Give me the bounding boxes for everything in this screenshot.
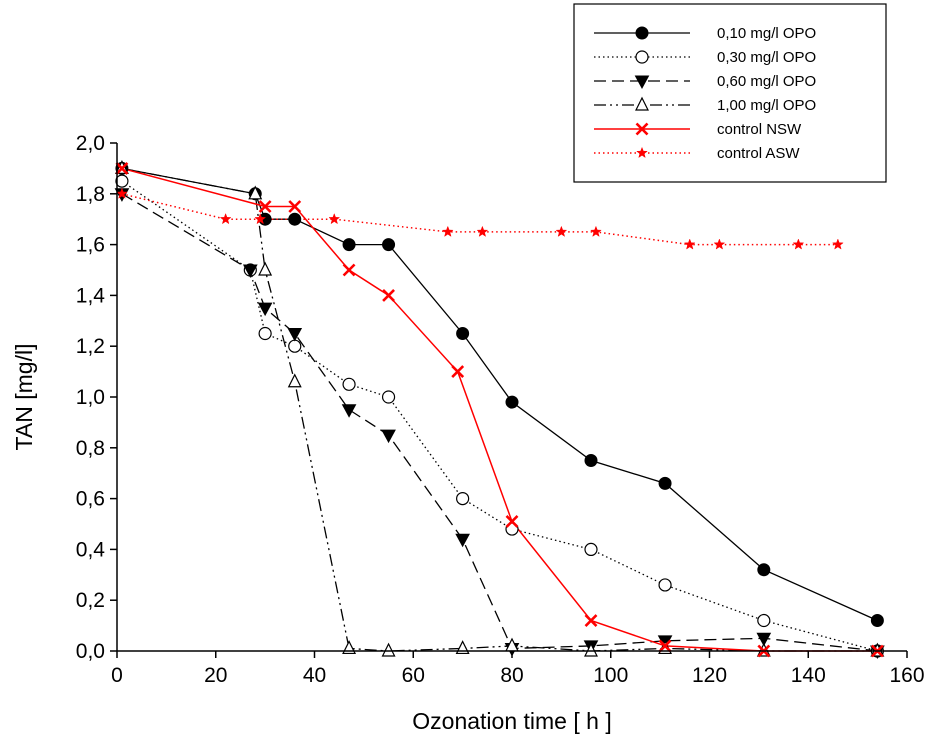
legend-marker: [634, 75, 650, 90]
data-point-series-1: [584, 454, 598, 467]
data-point-series-1: [382, 238, 396, 252]
y-tick-label: 0,8: [76, 437, 105, 460]
data-point-series-1: [456, 327, 470, 340]
data-point-series-2: [584, 542, 598, 557]
data-point-series-2: [456, 492, 470, 506]
data-point-series-5: [658, 639, 672, 653]
data-point-series-1: [658, 476, 672, 490]
data-point-series-5: [382, 288, 395, 302]
y-tick-label: 0,6: [76, 488, 105, 511]
x-tick-label: 100: [593, 664, 628, 687]
x-tick-label: 120: [692, 664, 727, 687]
series-line-5: [121, 167, 878, 652]
legend-label: 0,60 mg/l OPO: [717, 73, 816, 90]
data-point-series-6: [555, 225, 568, 237]
data-point-series-2: [115, 174, 129, 188]
y-tick-label: 2,0: [76, 132, 105, 155]
y-tick-label: 0,0: [76, 640, 105, 663]
legend-label: control NSW: [717, 121, 802, 138]
legend-label: control ASW: [717, 145, 800, 162]
data-point-series-6: [441, 225, 454, 237]
data-point-series-3: [381, 429, 396, 444]
x-tick-label: 40: [303, 664, 326, 687]
data-point-series-5: [342, 263, 356, 277]
legend-marker: [636, 146, 648, 159]
x-tick-label: 60: [402, 664, 425, 687]
series-line-2: [121, 180, 878, 652]
data-point-series-6: [831, 238, 844, 250]
data-point-series-6: [476, 225, 489, 237]
legend-marker: [635, 50, 649, 64]
data-point-series-3: [242, 264, 258, 279]
data-point-series-2: [258, 326, 272, 341]
data-point-series-2: [342, 377, 356, 391]
data-point-series-6: [116, 187, 128, 199]
data-point-series-6: [713, 238, 726, 250]
y-tick-label: 0,2: [76, 589, 105, 612]
x-tick-label: 140: [791, 664, 826, 687]
x-tick-label: 0: [111, 664, 123, 687]
data-point-series-3: [257, 302, 273, 317]
x-tick-label: 80: [500, 664, 523, 687]
x-tick-label: 160: [889, 664, 924, 687]
data-point-series-4: [381, 642, 396, 657]
data-point-series-1: [870, 614, 884, 628]
legend-label: 0,30 mg/l OPO: [717, 49, 816, 66]
data-point-series-1: [288, 212, 302, 226]
x-ticks: 0 20 40 60 80 100 120 140 160: [111, 651, 925, 687]
y-tick-label: 1,8: [76, 183, 105, 206]
data-point-series-2: [381, 390, 396, 404]
legend-marker: [635, 96, 649, 111]
series-line-1: [121, 167, 878, 622]
x-axis-title: Ozonation time [ h ]: [412, 708, 611, 734]
data-point-series-1: [505, 395, 519, 409]
y-tick-label: 1,2: [76, 335, 105, 358]
data-point-series-6: [590, 225, 602, 237]
x-tick-label: 20: [204, 664, 227, 687]
legend: 0,10 mg/l OPO 0,30 mg/l OPO 0,60 mg/l OPO 1…: [573, 3, 887, 183]
data-point-series-5: [451, 365, 465, 379]
data-point-series-6: [683, 238, 696, 250]
data-point-series-5: [258, 200, 272, 213]
data-point-series-2: [757, 613, 771, 628]
data-point-series-3: [455, 533, 470, 548]
data-point-series-3: [756, 632, 772, 647]
data-point-series-3: [341, 404, 357, 418]
data-point-series-6: [792, 238, 805, 250]
data-point-series-6: [219, 212, 232, 225]
data-point-series-6: [254, 212, 267, 225]
y-tick-label: 1,6: [76, 234, 105, 257]
data-point-series-2: [288, 339, 302, 353]
data-point-series-6: [328, 212, 341, 225]
series-line-6: [121, 193, 838, 246]
y-axis-title: TAN [mg/l]: [11, 344, 37, 451]
y-tick-label: 1,4: [76, 284, 106, 307]
data-point-series-1: [342, 238, 356, 252]
y-tick-label: 1,0: [76, 386, 105, 409]
legend-marker: [635, 122, 649, 136]
data-point-series-2: [658, 578, 672, 592]
series-line-4: [121, 167, 878, 652]
data-point-series-4: [287, 373, 302, 388]
legend-marker: [635, 26, 649, 40]
series-layer: [121, 167, 878, 652]
data-point-series-5: [288, 200, 302, 213]
data-point-series-4: [584, 642, 598, 657]
y-ticks: 0,0 0,2 0,4 0,6 0,8 1,0 1,2 1,4 1,6 1,8 2,0: [76, 132, 117, 663]
marker-layer: [114, 160, 885, 660]
data-point-series-5: [584, 614, 598, 627]
legend-label: 1,00 mg/l OPO: [717, 97, 816, 114]
data-point-series-5: [505, 515, 519, 528]
series-line-3: [121, 193, 878, 652]
data-point-series-5: [115, 161, 129, 175]
y-tick-label: 0,4: [76, 538, 106, 561]
data-point-series-4: [248, 185, 263, 200]
data-point-series-1: [757, 563, 771, 577]
data-point-series-3: [287, 328, 303, 342]
data-point-series-4: [258, 261, 273, 276]
legend-label: 0,10 mg/l OPO: [717, 25, 816, 42]
